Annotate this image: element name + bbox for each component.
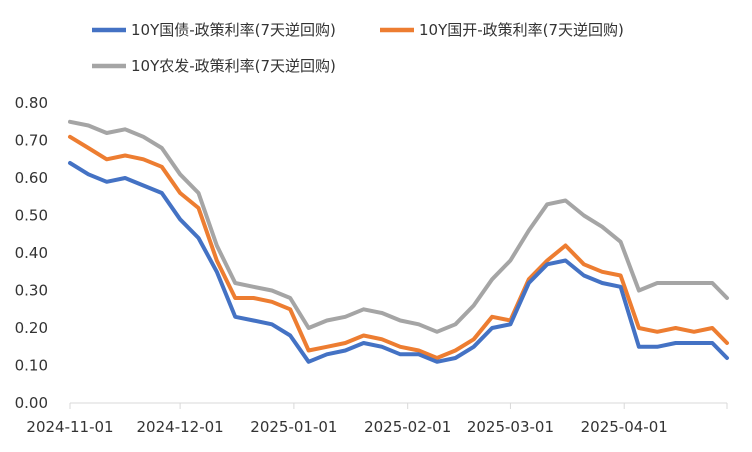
x-tick-label: 2025-01-01 bbox=[250, 418, 337, 436]
legend-label-series-2: 10Y国开-政策利率(7天逆回购) bbox=[419, 21, 624, 39]
legend-item-series-3: 10Y农发-政策利率(7天逆回购) bbox=[92, 57, 336, 75]
x-axis: 2024-11-01 2024-12-01 2025-01-01 2025-02-01… bbox=[26, 402, 728, 436]
legend-item-series-1: 10Y国债-政策利率(7天逆回购) bbox=[92, 21, 336, 39]
y-tick-label: 0.30 bbox=[15, 282, 48, 300]
y-tick-label: 0.20 bbox=[15, 319, 48, 337]
y-tick-label: 0.10 bbox=[15, 357, 48, 375]
y-tick-label: 0.00 bbox=[15, 394, 48, 412]
legend-label-series-3: 10Y农发-政策利率(7天逆回购) bbox=[131, 57, 336, 75]
y-tick-label: 0.80 bbox=[15, 94, 48, 112]
y-tick-label: 0.70 bbox=[15, 132, 48, 150]
legend: 10Y国债-政策利率(7天逆回购) 10Y国开-政策利率(7天逆回购) 10Y农… bbox=[92, 21, 624, 75]
y-tick-label: 0.40 bbox=[15, 244, 48, 262]
y-tick-label: 0.50 bbox=[15, 207, 48, 225]
x-tick-label: 2024-11-01 bbox=[26, 418, 113, 436]
series-line-2 bbox=[68, 134, 729, 360]
y-axis-tick-labels: 0.00 0.10 0.20 0.30 0.40 0.50 0.60 0.70 0.80 bbox=[15, 94, 48, 412]
y-tick-label: 0.60 bbox=[15, 169, 48, 187]
series-line-3 bbox=[68, 119, 729, 334]
legend-label-series-1: 10Y国债-政策利率(7天逆回购) bbox=[131, 21, 336, 39]
legend-item-series-2: 10Y国开-政策利率(7天逆回购) bbox=[380, 21, 624, 39]
series-lines bbox=[68, 119, 729, 364]
x-tick-label: 2024-12-01 bbox=[137, 418, 224, 436]
series-line-1 bbox=[68, 161, 729, 364]
x-tick-label: 2025-03-01 bbox=[467, 418, 554, 436]
x-tick-label: 2025-02-01 bbox=[364, 418, 451, 436]
x-tick-label: 2025-04-01 bbox=[581, 418, 668, 436]
